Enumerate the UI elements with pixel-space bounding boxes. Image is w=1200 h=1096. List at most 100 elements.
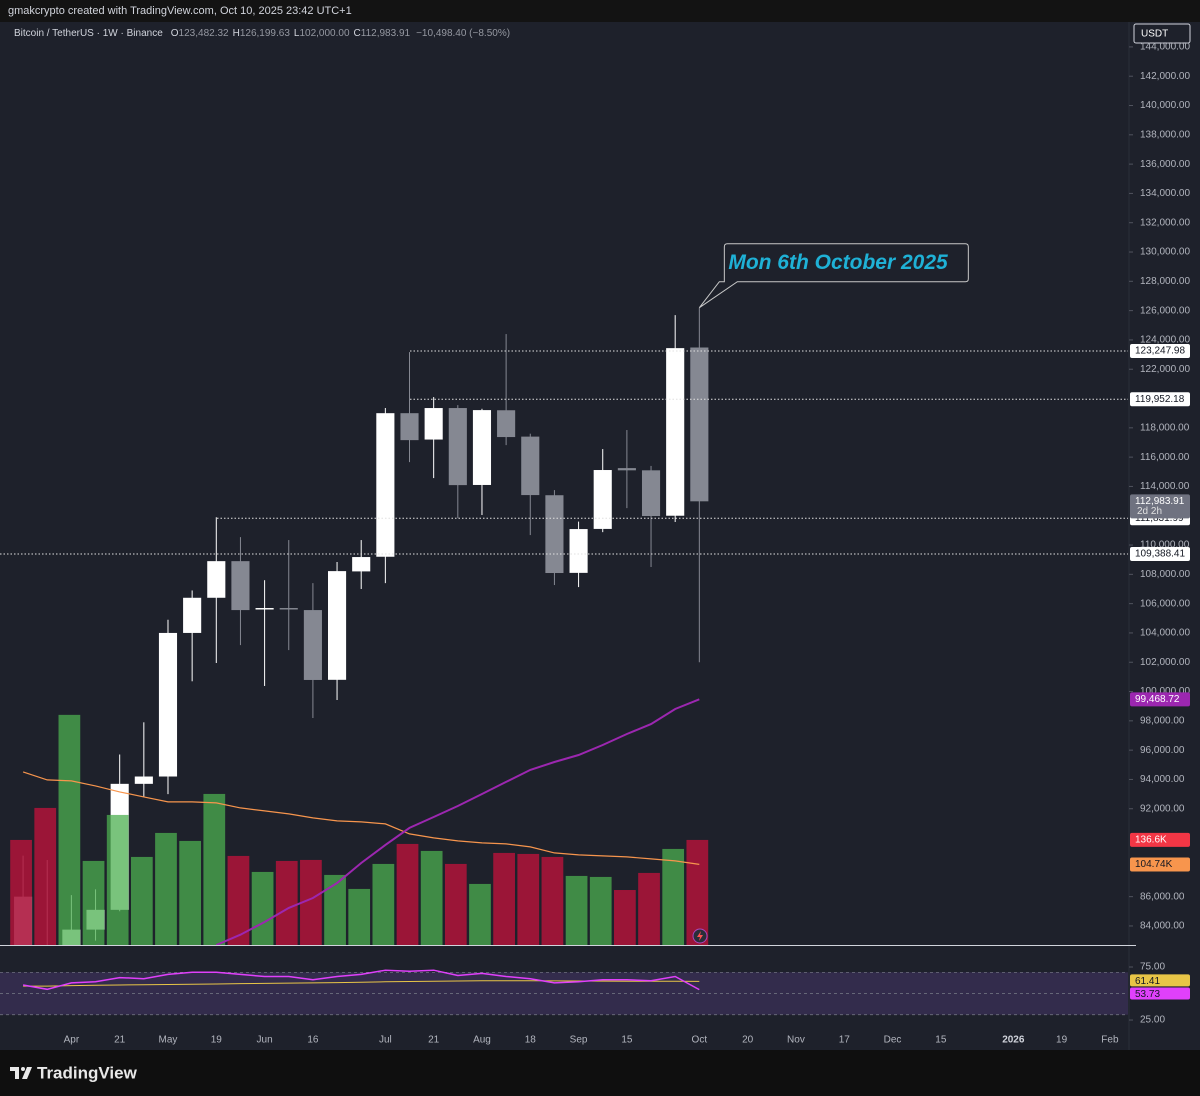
x-tick-label: 19 bbox=[1056, 1035, 1068, 1046]
volume bbox=[10, 714, 709, 945]
volume-bar bbox=[517, 853, 540, 945]
symbol: Bitcoin / TetherUS · 1W · Binance bbox=[14, 28, 163, 39]
rsi-pane bbox=[0, 969, 1128, 1016]
volume-bar bbox=[227, 855, 250, 945]
volume-bar bbox=[469, 883, 491, 945]
currency[interactable]: USDT bbox=[1141, 29, 1168, 40]
y-tick-label: 100,000.00 bbox=[1140, 686, 1190, 697]
x-tick-label: Oct bbox=[692, 1035, 708, 1046]
x-tick-label: 17 bbox=[839, 1035, 851, 1046]
candle-body bbox=[666, 348, 685, 516]
volume-bar bbox=[372, 863, 395, 945]
candle-body bbox=[255, 608, 274, 610]
volume-label: 136.6K bbox=[1135, 835, 1167, 846]
x-tick-label: 15 bbox=[935, 1035, 947, 1046]
candle-body bbox=[521, 436, 540, 496]
y-tick-label: 98,000.00 bbox=[1140, 715, 1185, 726]
candle-body bbox=[497, 410, 516, 438]
y-tick-label: 114,000.00 bbox=[1140, 481, 1190, 492]
volume-bar bbox=[275, 860, 298, 945]
volume-bar bbox=[251, 871, 274, 945]
x-tick-label: May bbox=[159, 1035, 178, 1046]
y-tick-label: 86,000.00 bbox=[1140, 891, 1185, 902]
volume-ma-label: 104.74K bbox=[1135, 859, 1173, 870]
volume-bar bbox=[493, 852, 515, 945]
y-tick-label: 96,000.00 bbox=[1140, 745, 1185, 756]
y-tick-label: 106,000.00 bbox=[1140, 598, 1190, 609]
ma-line bbox=[215, 698, 700, 945]
x-tick-label: Jul bbox=[379, 1035, 392, 1046]
last-price-label-box bbox=[1130, 494, 1190, 519]
ohlc-value: 123,482.32 bbox=[179, 28, 229, 39]
y-tick-label: 134,000.00 bbox=[1140, 188, 1190, 199]
volume-bar bbox=[614, 890, 636, 945]
x-tick-label: 2026 bbox=[1002, 1035, 1025, 1046]
ohlc-value: 126,199.63 bbox=[240, 28, 290, 39]
volume-bar bbox=[348, 888, 371, 945]
rsi-ma-label: 61.41 bbox=[1135, 976, 1160, 987]
ohlc-value: 112,983.91 bbox=[361, 28, 411, 39]
volume-bar bbox=[638, 872, 660, 945]
ohlc-key: H bbox=[233, 28, 240, 39]
y-tick-label: 116,000.00 bbox=[1140, 452, 1190, 463]
candle-body bbox=[376, 413, 395, 557]
rsi-ma-label-box bbox=[1130, 974, 1190, 987]
overlays bbox=[0, 350, 1128, 945]
volume-bar bbox=[300, 859, 322, 945]
candle-body bbox=[472, 410, 492, 485]
candle-body bbox=[207, 561, 226, 598]
x-tick-label: 21 bbox=[428, 1035, 440, 1046]
volume-bar bbox=[34, 807, 57, 945]
countdown: 2d 2h bbox=[1137, 506, 1162, 517]
rsi-label-box bbox=[1130, 987, 1190, 1000]
y-tick-label: 102,000.00 bbox=[1140, 657, 1190, 668]
x-tick-label: 19 bbox=[211, 1035, 223, 1046]
volume-bar bbox=[589, 876, 612, 945]
ma-label-box bbox=[1130, 692, 1190, 707]
y-tick-label: 94,000.00 bbox=[1140, 774, 1185, 785]
footer-bar bbox=[0, 1050, 1200, 1096]
volume-bar bbox=[58, 714, 81, 945]
volume-bar bbox=[324, 874, 346, 945]
brand-logo bbox=[10, 1067, 32, 1079]
price-line-label: 109,388.41 bbox=[1135, 549, 1185, 560]
x-tick-label: Apr bbox=[64, 1035, 80, 1046]
x-tick-label: Jun bbox=[257, 1035, 273, 1046]
volume-bar bbox=[179, 840, 202, 945]
volume-bar bbox=[10, 839, 32, 945]
y-tick-label: 110,000.00 bbox=[1140, 540, 1190, 551]
candle-body bbox=[279, 608, 298, 610]
candle-body bbox=[158, 632, 178, 777]
ohlc-value: 102,000.00 bbox=[299, 28, 349, 39]
annotation: Mon 6th October 2025 bbox=[728, 251, 948, 274]
y-tick-label: 140,000.00 bbox=[1140, 100, 1190, 111]
y-tick-label: 92,000.00 bbox=[1140, 803, 1185, 814]
header-text: gmakcrypto created with TradingView.com,… bbox=[8, 5, 352, 17]
volume-label-box bbox=[1130, 832, 1190, 847]
volume-bar bbox=[420, 850, 443, 945]
x-tick-label: 18 bbox=[525, 1035, 537, 1046]
y-tick-label: 128,000.00 bbox=[1140, 276, 1190, 287]
ohlc-key: C bbox=[354, 28, 361, 39]
candle-body bbox=[424, 408, 443, 440]
candle-body bbox=[327, 571, 347, 680]
candle-body bbox=[303, 610, 322, 680]
price-line-label: 111,831.99 bbox=[1135, 513, 1184, 524]
candle-body bbox=[400, 413, 419, 441]
axes: 84,000.00 86,000.00 92,000.00 94,000.00 96,0… bbox=[64, 42, 1191, 1046]
currency-box[interactable] bbox=[1133, 23, 1191, 44]
volume-ma-label-box bbox=[1130, 857, 1190, 872]
volume-bar bbox=[82, 860, 105, 945]
rsi-line bbox=[22, 969, 700, 991]
volume-bar bbox=[686, 839, 709, 945]
volume-bar bbox=[130, 856, 153, 945]
volume-bar bbox=[662, 848, 685, 945]
candle-body bbox=[593, 470, 612, 529]
price-line-label: 123,247.98 bbox=[1135, 346, 1185, 357]
brand: TradingView bbox=[37, 1063, 138, 1082]
candle-body bbox=[448, 408, 467, 486]
x-tick-label: 15 bbox=[621, 1035, 633, 1046]
rsi-label: 53.73 bbox=[1135, 989, 1160, 1000]
price-line-label-box bbox=[1130, 343, 1190, 358]
volume-bar bbox=[541, 856, 564, 945]
